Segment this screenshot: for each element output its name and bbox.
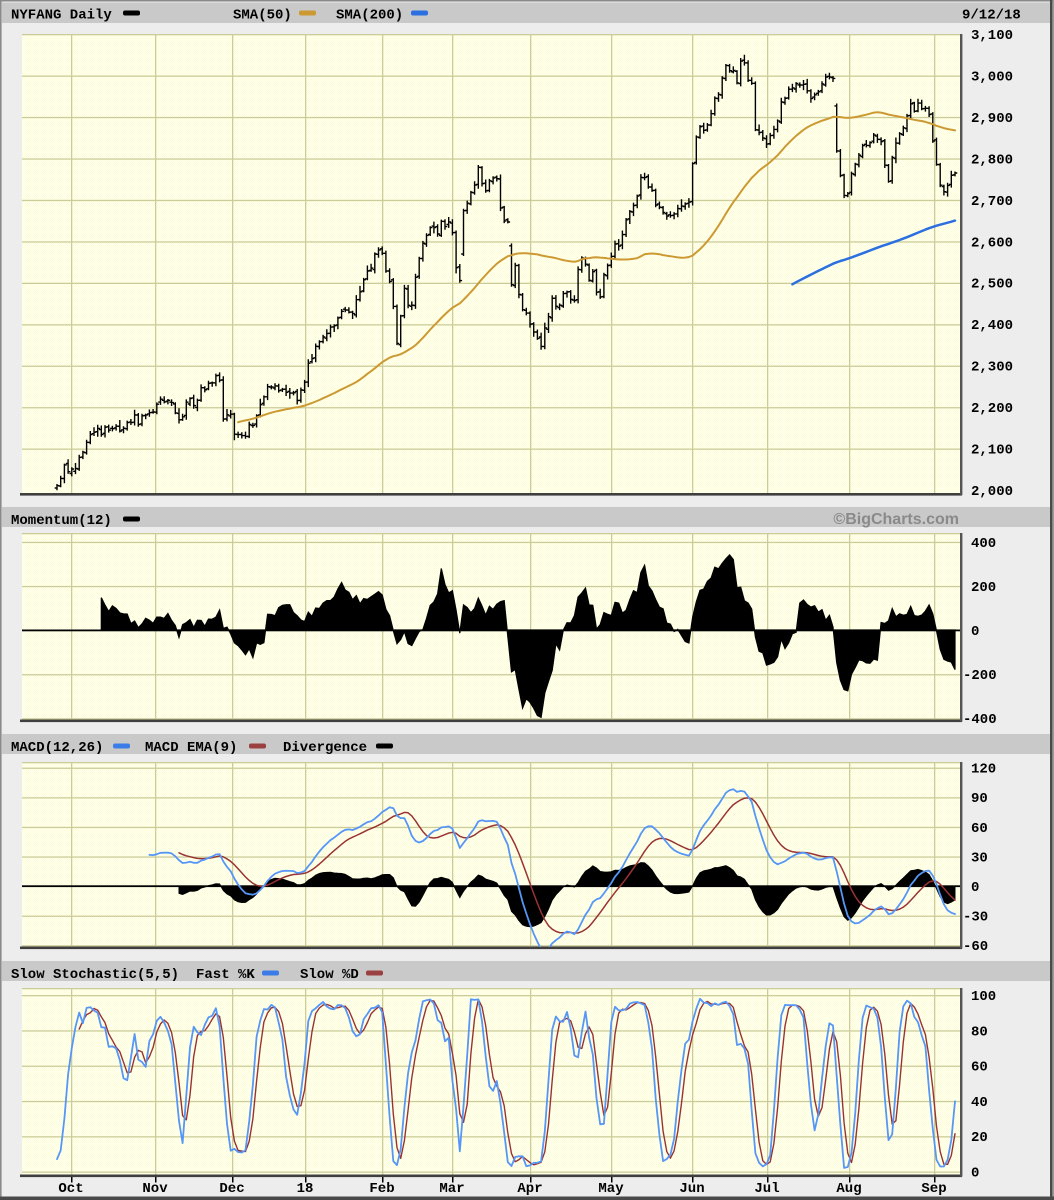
svg-text:Jul: Jul bbox=[754, 1181, 779, 1197]
svg-text:18: 18 bbox=[297, 1181, 314, 1197]
svg-text:30: 30 bbox=[971, 850, 988, 866]
svg-text:MACD(12,26): MACD(12,26) bbox=[11, 740, 103, 756]
svg-text:©BigCharts.com: ©BigCharts.com bbox=[833, 511, 959, 528]
svg-text:Oct: Oct bbox=[58, 1181, 83, 1197]
svg-text:80: 80 bbox=[971, 1024, 988, 1040]
svg-text:100: 100 bbox=[971, 989, 996, 1005]
svg-text:-200: -200 bbox=[963, 668, 997, 684]
svg-text:Feb: Feb bbox=[369, 1181, 394, 1197]
svg-text:20: 20 bbox=[971, 1130, 988, 1146]
svg-text:Nov: Nov bbox=[142, 1181, 168, 1197]
svg-text:9/12/18: 9/12/18 bbox=[962, 8, 1021, 24]
svg-text:Fast %K: Fast %K bbox=[196, 967, 255, 983]
svg-text:2,000: 2,000 bbox=[971, 484, 1013, 500]
svg-text:Slow %D: Slow %D bbox=[300, 967, 359, 983]
svg-text:Jun: Jun bbox=[679, 1181, 704, 1197]
svg-text:60: 60 bbox=[971, 1060, 988, 1076]
svg-text:MACD EMA(9): MACD EMA(9) bbox=[145, 740, 237, 756]
svg-text:2,100: 2,100 bbox=[971, 443, 1013, 459]
svg-text:3,000: 3,000 bbox=[971, 70, 1013, 86]
svg-text:Aug: Aug bbox=[836, 1181, 861, 1197]
svg-text:120: 120 bbox=[971, 762, 996, 778]
svg-text:Slow Stochastic(5,5): Slow Stochastic(5,5) bbox=[11, 967, 179, 983]
svg-text:May: May bbox=[598, 1181, 624, 1197]
svg-text:2,200: 2,200 bbox=[971, 401, 1013, 417]
svg-text:NYFANG Daily: NYFANG Daily bbox=[11, 8, 112, 24]
svg-text:2,600: 2,600 bbox=[971, 235, 1013, 251]
svg-text:2,400: 2,400 bbox=[971, 318, 1013, 334]
svg-text:3,100: 3,100 bbox=[971, 28, 1013, 44]
svg-text:SMA(50): SMA(50) bbox=[233, 8, 292, 24]
svg-text:Mar: Mar bbox=[439, 1181, 464, 1197]
svg-text:2,800: 2,800 bbox=[971, 152, 1013, 168]
svg-text:-30: -30 bbox=[963, 910, 988, 926]
svg-text:SMA(200): SMA(200) bbox=[336, 8, 403, 24]
svg-text:Dec: Dec bbox=[219, 1181, 244, 1197]
svg-text:60: 60 bbox=[971, 821, 988, 837]
svg-text:90: 90 bbox=[971, 791, 988, 807]
svg-text:0: 0 bbox=[971, 624, 979, 640]
svg-text:Momentum(12): Momentum(12) bbox=[11, 513, 112, 529]
svg-text:-60: -60 bbox=[963, 939, 988, 955]
svg-text:0: 0 bbox=[971, 1166, 979, 1182]
svg-text:400: 400 bbox=[971, 536, 996, 552]
svg-text:2,700: 2,700 bbox=[971, 194, 1013, 210]
svg-text:0: 0 bbox=[971, 880, 979, 896]
svg-text:Sep: Sep bbox=[921, 1181, 946, 1197]
svg-text:40: 40 bbox=[971, 1095, 988, 1111]
svg-text:Apr: Apr bbox=[517, 1181, 542, 1197]
svg-text:200: 200 bbox=[971, 580, 996, 596]
svg-text:2,300: 2,300 bbox=[971, 360, 1013, 376]
svg-text:-400: -400 bbox=[963, 712, 997, 728]
svg-text:Divergence: Divergence bbox=[283, 740, 367, 756]
svg-text:2,900: 2,900 bbox=[971, 111, 1013, 127]
svg-text:2,500: 2,500 bbox=[971, 277, 1013, 293]
